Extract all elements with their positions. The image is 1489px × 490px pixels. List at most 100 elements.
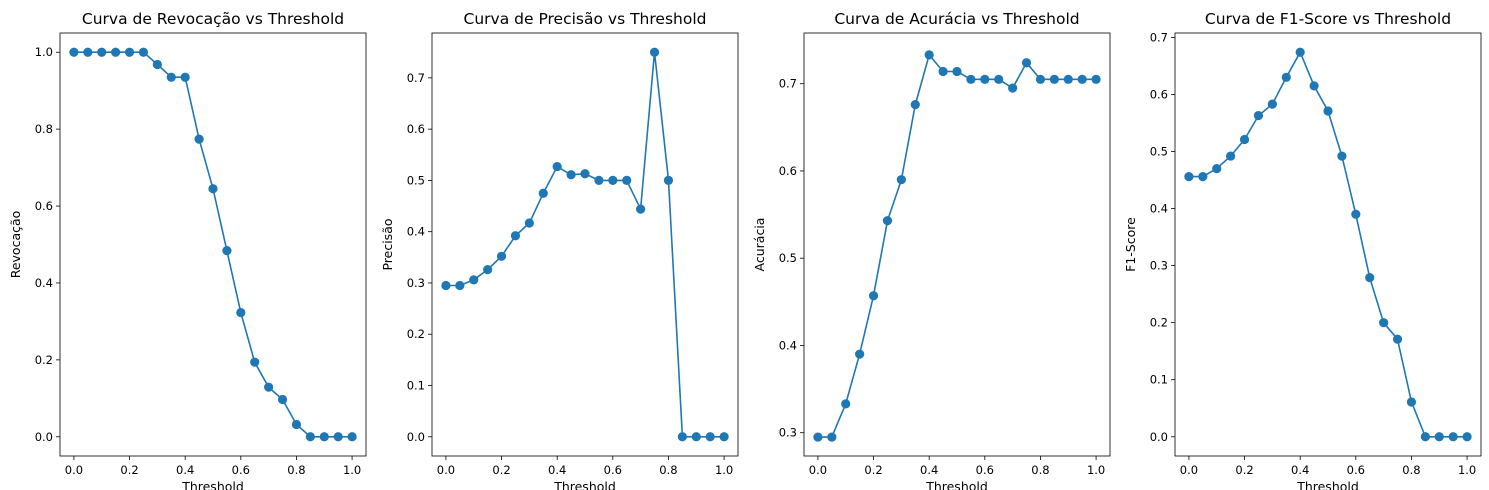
y-tick-label: 0.5 bbox=[407, 173, 425, 187]
chart-panel-2: Curva de Precisão vs Threshold 0.0 0.2 0.4 0… bbox=[380, 10, 739, 490]
series-line bbox=[73, 51, 353, 438]
data-point bbox=[1462, 432, 1472, 442]
data-point bbox=[469, 275, 479, 285]
data-point bbox=[952, 66, 962, 77]
data-point bbox=[1434, 432, 1444, 442]
chart-title: Curva de F1-Score vs Threshold bbox=[1205, 10, 1451, 28]
data-point bbox=[1379, 318, 1389, 328]
data-point bbox=[1021, 58, 1032, 68]
data-point bbox=[896, 175, 906, 185]
y-tick-label: 0.7 bbox=[407, 71, 425, 85]
y-tick-label: 0.7 bbox=[1150, 30, 1168, 44]
data-point bbox=[1226, 151, 1236, 161]
data-point bbox=[1077, 74, 1087, 84]
y-tick-label: 0.0 bbox=[1150, 430, 1168, 444]
data-point bbox=[333, 432, 343, 442]
data-point bbox=[1008, 83, 1018, 93]
data-point bbox=[663, 175, 674, 186]
x-axis-label: Threshold bbox=[181, 479, 244, 490]
data-point bbox=[552, 161, 562, 172]
y-tick-label: 0.7 bbox=[779, 77, 797, 91]
axes-frame bbox=[59, 32, 367, 457]
y-tick-label: 0.2 bbox=[35, 353, 53, 367]
y-tick-label: 0.5 bbox=[779, 251, 797, 265]
data-point bbox=[1448, 432, 1458, 442]
data-point bbox=[538, 188, 548, 198]
data-point bbox=[277, 394, 288, 405]
data-point bbox=[305, 432, 315, 442]
x-tick-label: 0.8 bbox=[1402, 463, 1420, 477]
data-point bbox=[1309, 81, 1319, 91]
chart-title: Curva de Acurácia vs Threshold bbox=[834, 10, 1079, 28]
data-point bbox=[1365, 272, 1375, 283]
y-tick-label: 0.6 bbox=[779, 164, 797, 178]
data-point bbox=[1323, 106, 1333, 116]
data-point bbox=[455, 280, 465, 291]
x-tick-label: 0.6 bbox=[1347, 463, 1365, 477]
data-point bbox=[1267, 99, 1277, 109]
y-tick-label: 0.4 bbox=[1150, 202, 1168, 216]
data-point bbox=[483, 265, 493, 275]
data-point bbox=[97, 47, 107, 57]
data-point bbox=[222, 246, 232, 256]
data-point bbox=[1253, 110, 1264, 121]
series-line bbox=[445, 52, 725, 438]
y-axis-label: Precisão bbox=[380, 218, 395, 270]
axes-frame bbox=[431, 32, 739, 457]
data-point bbox=[1212, 164, 1222, 174]
data-point bbox=[264, 382, 274, 392]
y-axis-label: Acurácia bbox=[752, 218, 767, 272]
data-point bbox=[1295, 47, 1305, 57]
x-tick-label: 0.4 bbox=[920, 463, 938, 477]
data-point bbox=[111, 47, 121, 57]
y-tick-label: 0.0 bbox=[35, 430, 53, 444]
data-point bbox=[510, 231, 521, 241]
data-point bbox=[1239, 134, 1250, 145]
y-tick-label: 0.3 bbox=[407, 276, 425, 290]
y-tick-label: 0.4 bbox=[35, 276, 53, 290]
data-point bbox=[319, 432, 329, 442]
data-point bbox=[496, 251, 507, 261]
data-point bbox=[677, 432, 687, 442]
y-tick-label: 0.0 bbox=[407, 430, 425, 444]
data-point bbox=[827, 432, 837, 442]
y-axis-label: Revocação bbox=[8, 211, 23, 279]
data-point bbox=[636, 204, 646, 214]
y-tick-label: 0.2 bbox=[1150, 316, 1168, 330]
y-tick-label: 0.6 bbox=[35, 199, 53, 213]
x-tick-label: 0.0 bbox=[65, 463, 83, 477]
data-point bbox=[1420, 432, 1430, 442]
x-tick-label: 0.6 bbox=[976, 463, 994, 477]
x-axis-label: Threshold bbox=[925, 479, 988, 490]
x-tick-label: 0.0 bbox=[1180, 463, 1198, 477]
data-point bbox=[1281, 72, 1291, 82]
data-point bbox=[194, 134, 204, 144]
data-point bbox=[566, 170, 576, 180]
data-point bbox=[649, 47, 660, 57]
x-tick-label: 0.2 bbox=[492, 463, 510, 477]
data-point bbox=[622, 175, 632, 186]
data-point bbox=[83, 47, 93, 57]
data-point bbox=[705, 432, 715, 442]
x-tick-label: 1.0 bbox=[343, 463, 361, 477]
data-point bbox=[124, 47, 135, 57]
axes-frame bbox=[1174, 32, 1482, 457]
data-point bbox=[441, 280, 451, 291]
y-tick-label: 0.2 bbox=[407, 327, 425, 341]
data-point bbox=[719, 432, 729, 442]
x-tick-label: 0.4 bbox=[176, 463, 194, 477]
x-tick-label: 0.0 bbox=[809, 463, 827, 477]
series-line bbox=[817, 53, 1097, 438]
x-tick-label: 0.8 bbox=[1031, 463, 1049, 477]
x-tick-label: 0.4 bbox=[1291, 463, 1309, 477]
data-point bbox=[250, 357, 260, 367]
chart-panel-1: Curva de Revocação vs Threshold 0.0 0.2 0.4… bbox=[8, 10, 367, 490]
data-point bbox=[1392, 334, 1403, 344]
chart-title: Curva de Precisão vs Threshold bbox=[464, 10, 707, 28]
x-axis-label: Threshold bbox=[553, 479, 616, 490]
x-tick-label: 1.0 bbox=[1087, 463, 1105, 477]
data-point bbox=[208, 184, 218, 194]
y-tick-label: 0.1 bbox=[1150, 373, 1168, 387]
x-tick-label: 0.2 bbox=[864, 463, 882, 477]
y-tick-label: 1.0 bbox=[35, 45, 53, 59]
